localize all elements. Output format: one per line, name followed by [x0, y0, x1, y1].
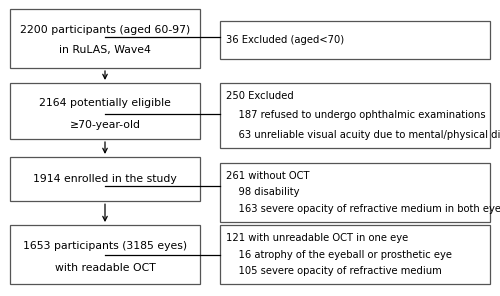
Text: 98 disability: 98 disability [226, 187, 300, 197]
FancyBboxPatch shape [220, 163, 490, 222]
Text: 1653 participants (3185 eyes): 1653 participants (3185 eyes) [23, 241, 187, 251]
FancyBboxPatch shape [10, 225, 200, 284]
Text: in RuLAS, Wave4: in RuLAS, Wave4 [59, 45, 151, 55]
Text: 36 Excluded (aged<70): 36 Excluded (aged<70) [226, 35, 344, 45]
Text: 1914 enrolled in the study: 1914 enrolled in the study [33, 174, 177, 184]
FancyBboxPatch shape [220, 83, 490, 148]
Text: 63 unreliable visual acuity due to mental/physical disorder: 63 unreliable visual acuity due to menta… [226, 130, 500, 140]
FancyBboxPatch shape [10, 157, 200, 201]
Text: 16 atrophy of the eyeball or prosthetic eye: 16 atrophy of the eyeball or prosthetic … [226, 250, 452, 260]
Text: ≥70-year-old: ≥70-year-old [70, 120, 140, 130]
Text: 250 Excluded: 250 Excluded [226, 91, 294, 101]
Text: 105 severe opacity of refractive medium: 105 severe opacity of refractive medium [226, 266, 442, 276]
FancyBboxPatch shape [10, 9, 200, 68]
Text: 2164 potentially eligible: 2164 potentially eligible [39, 98, 171, 107]
FancyBboxPatch shape [220, 225, 490, 284]
Text: 163 severe opacity of refractive medium in both eyes: 163 severe opacity of refractive medium … [226, 204, 500, 214]
Text: 261 without OCT: 261 without OCT [226, 171, 310, 181]
Text: 121 with unreadable OCT in one eye: 121 with unreadable OCT in one eye [226, 233, 408, 243]
FancyBboxPatch shape [10, 83, 200, 139]
Text: with readable OCT: with readable OCT [54, 263, 156, 273]
Text: 187 refused to undergo ophthalmic examinations: 187 refused to undergo ophthalmic examin… [226, 110, 485, 120]
Text: 2200 participants (aged 60-97): 2200 participants (aged 60-97) [20, 25, 190, 35]
FancyBboxPatch shape [220, 21, 490, 59]
